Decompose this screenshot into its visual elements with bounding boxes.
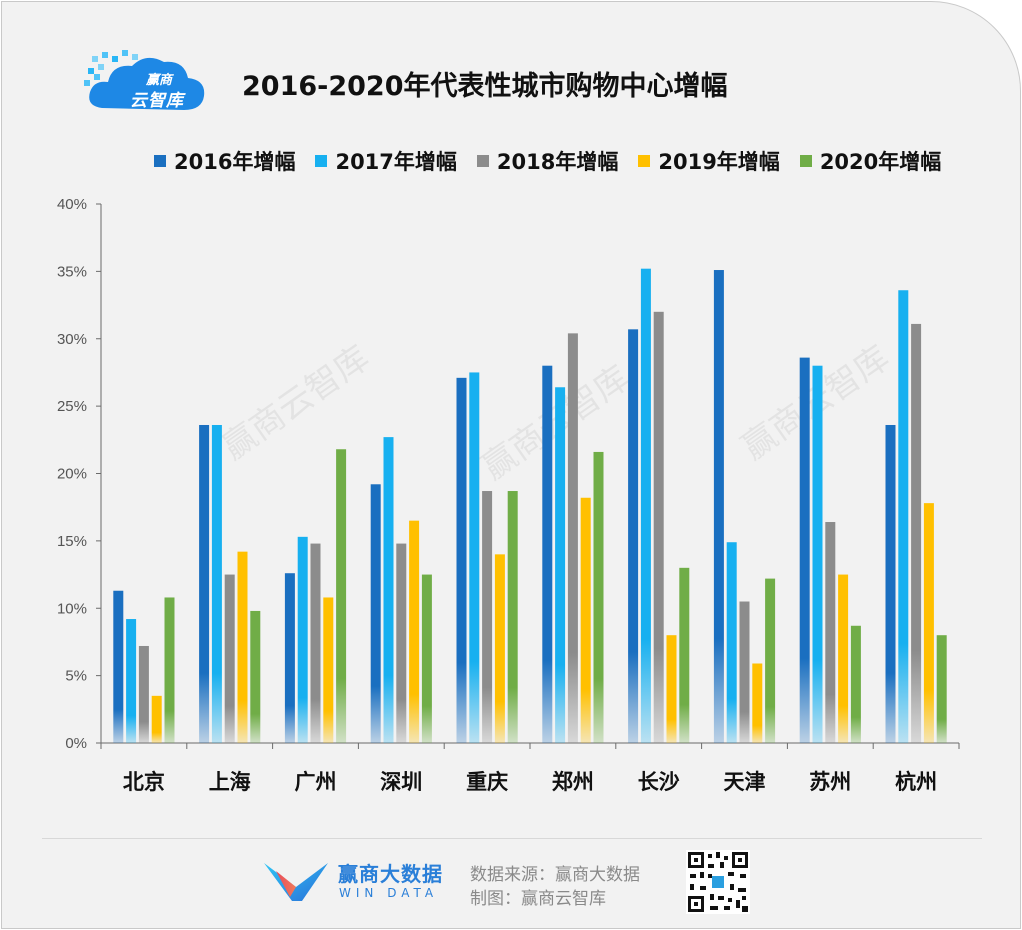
- brand-name: 赢商大数据: [338, 862, 443, 886]
- bar-天津-2018年增幅: [739, 601, 750, 743]
- bar-苏州-2016年增幅: [799, 357, 810, 743]
- bar-深圳-2019年增幅: [409, 520, 420, 743]
- y-tick-label-8: 40%: [57, 196, 87, 213]
- bar-北京-2020年增幅: [164, 597, 175, 743]
- brand-subtitle: WIN DATA: [339, 886, 439, 900]
- y-tick-label-0: 0%: [65, 735, 87, 752]
- bar-上海-2020年增幅: [250, 610, 261, 743]
- bar-长沙-2016年增幅: [628, 329, 639, 743]
- y-tick-label-5: 25%: [57, 398, 87, 415]
- y-tick-label-6: 30%: [57, 331, 87, 348]
- bar-北京-2018年增幅: [138, 645, 149, 743]
- y-tick-label-2: 10%: [57, 600, 87, 617]
- bar-长沙-2017年增幅: [640, 268, 651, 743]
- logo-text-bottom: 云智库: [130, 91, 184, 111]
- bar-广州-2017年增幅: [297, 536, 308, 743]
- logo-text-top: 赢商: [146, 73, 173, 88]
- legend-swatch-2016: [154, 155, 166, 167]
- qr-code-icon: [686, 850, 750, 914]
- footer-divider: [42, 838, 982, 839]
- y-tick-label-4: 20%: [57, 466, 87, 483]
- bar-重庆-2016年增幅: [456, 377, 467, 743]
- x-category-label-4: 重庆: [466, 770, 508, 794]
- bar-广州-2020年增幅: [336, 449, 347, 743]
- bar-郑州-2019年增幅: [580, 497, 591, 743]
- y-tick-label-1: 5%: [65, 668, 87, 685]
- bar-广州-2018年增幅: [310, 543, 321, 743]
- bar-广州-2019年增幅: [323, 597, 334, 743]
- legend-item-2016: 2016年增幅: [154, 146, 295, 176]
- x-category-label-9: 杭州: [895, 770, 937, 794]
- legend-label-2019: 2019年增幅: [658, 150, 780, 174]
- bar-重庆-2017年增幅: [469, 372, 480, 743]
- bar-天津-2019年增幅: [752, 663, 763, 743]
- y-tick-label-7: 35%: [57, 263, 87, 280]
- bar-杭州-2019年增幅: [923, 503, 934, 743]
- bar-重庆-2019年增幅: [494, 554, 505, 743]
- bar-北京-2019年增幅: [151, 695, 162, 743]
- x-category-label-3: 深圳: [380, 770, 422, 794]
- bar-北京-2016年增幅: [113, 590, 124, 743]
- x-category-label-2: 广州: [295, 770, 337, 794]
- bar-天津-2017年增幅: [726, 542, 737, 743]
- x-category-label-0: 北京: [123, 770, 165, 794]
- chart-legend: 2016年增幅 2017年增幅 2018年增幅 2019年增幅 2020年增幅: [154, 146, 961, 176]
- bar-上海-2018年增幅: [224, 574, 235, 743]
- x-category-label-7: 天津: [724, 770, 766, 794]
- bar-长沙-2018年增幅: [653, 311, 664, 743]
- bar-苏州-2018年增幅: [825, 522, 836, 743]
- x-category-label-8: 苏州: [809, 770, 851, 794]
- bar-上海-2017年增幅: [211, 424, 222, 743]
- x-category-label-5: 郑州: [552, 770, 594, 794]
- bar-郑州-2020年增幅: [593, 451, 604, 743]
- legend-swatch-2019: [638, 155, 651, 167]
- bar-深圳-2018年增幅: [396, 543, 407, 743]
- bar-杭州-2017年增幅: [898, 290, 909, 743]
- watermark-text-1: 赢商云智库: [215, 338, 377, 468]
- bar-深圳-2017年增幅: [383, 437, 394, 743]
- chart-title: 2016-2020年代表性城市购物中心增幅: [242, 71, 728, 102]
- legend-label-2018: 2018年增幅: [496, 150, 619, 174]
- legend-item-2019: 2019年增幅: [638, 146, 780, 176]
- bar-郑州-2017年增幅: [555, 387, 566, 743]
- bar-广州-2016年增幅: [284, 573, 295, 743]
- legend-item-2020: 2020年增幅: [799, 146, 942, 176]
- legend-item-2018: 2018年增幅: [476, 146, 619, 176]
- bar-郑州-2018年增幅: [567, 333, 578, 743]
- x-category-label-6: 长沙: [638, 770, 680, 794]
- bar-苏州-2017年增幅: [812, 365, 823, 743]
- bar-chart: 赢商云智库赢商云智库赢商云智库0%5%10%15%20%25%30%35%40%…: [57, 196, 960, 794]
- legend-swatch-2018: [476, 155, 489, 167]
- windata-logo-icon: [264, 863, 328, 901]
- bar-杭州-2018年增幅: [911, 323, 922, 743]
- bar-长沙-2019年增幅: [666, 635, 677, 743]
- bar-苏州-2020年增幅: [850, 625, 861, 743]
- bar-北京-2017年增幅: [126, 619, 137, 743]
- bar-上海-2019年增幅: [237, 551, 248, 743]
- x-category-label-1: 上海: [209, 770, 251, 794]
- cloud-logo-icon: [84, 50, 205, 110]
- bar-重庆-2018年增幅: [482, 491, 493, 743]
- legend-label-2020: 2020年增幅: [819, 150, 942, 174]
- bar-杭州-2016年增幅: [885, 424, 896, 743]
- bar-苏州-2019年增幅: [838, 574, 849, 743]
- bar-郑州-2016年增幅: [542, 365, 553, 743]
- bar-长沙-2020年增幅: [679, 567, 690, 743]
- y-tick-label-3: 15%: [57, 533, 87, 550]
- bar-深圳-2016年增幅: [370, 484, 381, 743]
- bar-深圳-2020年增幅: [421, 574, 432, 743]
- legend-item-2017: 2017年增幅: [315, 146, 457, 176]
- legend-swatch-2020: [799, 155, 812, 167]
- legend-label-2016: 2016年增幅: [174, 150, 296, 174]
- bar-天津-2020年增幅: [765, 578, 776, 743]
- bar-上海-2016年增幅: [199, 424, 210, 743]
- bar-杭州-2020年增幅: [936, 635, 947, 743]
- legend-label-2017: 2017年增幅: [335, 150, 457, 174]
- bar-重庆-2020年增幅: [507, 491, 518, 743]
- legend-swatch-2017: [315, 155, 328, 167]
- bar-天津-2016年增幅: [713, 270, 724, 743]
- made-by-text: 制图：赢商云智库: [470, 889, 606, 909]
- data-source-text: 数据来源：赢商大数据: [470, 865, 640, 885]
